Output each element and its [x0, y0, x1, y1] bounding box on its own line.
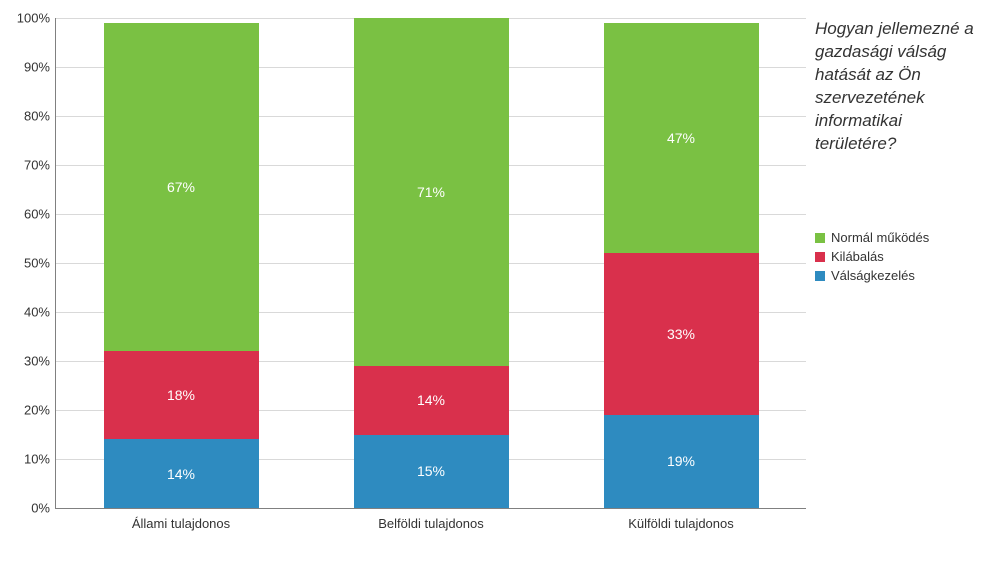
y-tick-label: 100%	[17, 11, 50, 26]
legend-swatch	[815, 233, 825, 243]
bar-data-label: 14%	[417, 392, 445, 408]
bar-segment-valsagkezeles: 19%	[604, 415, 759, 508]
bar-segment-kilabalas: 18%	[104, 351, 259, 439]
x-tick-label: Belföldi tulajdonos	[378, 516, 484, 531]
y-tick-label: 40%	[24, 305, 50, 320]
legend-item: Kilábalás	[815, 249, 929, 264]
bar-segment-normal_mukodes: 67%	[104, 23, 259, 351]
bar-data-label: 67%	[167, 179, 195, 195]
legend-item: Normál működés	[815, 230, 929, 245]
legend-label: Kilábalás	[831, 249, 884, 264]
legend-swatch	[815, 271, 825, 281]
bar-group: 15% 14% 71%	[354, 18, 509, 508]
y-tick-label: 10%	[24, 452, 50, 467]
legend-label: Normál működés	[831, 230, 929, 245]
y-tick-label: 90%	[24, 60, 50, 75]
bar-segment-normal_mukodes: 47%	[604, 23, 759, 253]
legend-item: Válságkezelés	[815, 268, 929, 283]
x-tick-label: Állami tulajdonos	[132, 516, 230, 531]
y-tick-label: 70%	[24, 158, 50, 173]
chart-legend: Normál működés Kilábalás Válságkezelés	[815, 230, 929, 287]
y-tick-label: 20%	[24, 403, 50, 418]
bar-data-label: 71%	[417, 184, 445, 200]
bar-segment-valsagkezeles: 15%	[354, 435, 509, 509]
bar-segment-normal_mukodes: 71%	[354, 18, 509, 366]
legend-swatch	[815, 252, 825, 262]
bar-segment-valsagkezeles: 14%	[104, 439, 259, 508]
bar-group: 14% 18% 67%	[104, 18, 259, 508]
bar-data-label: 15%	[417, 463, 445, 479]
bar-data-label: 33%	[667, 326, 695, 342]
y-tick-label: 80%	[24, 109, 50, 124]
bar-segment-kilabalas: 33%	[604, 253, 759, 415]
legend-label: Válságkezelés	[831, 268, 915, 283]
y-tick-label: 0%	[31, 501, 50, 516]
bar-data-label: 18%	[167, 387, 195, 403]
bar-segment-kilabalas: 14%	[354, 366, 509, 435]
chart-question: Hogyan jellemezné a gazdasági válság hat…	[815, 18, 980, 156]
y-tick-label: 50%	[24, 256, 50, 271]
y-tick-label: 30%	[24, 354, 50, 369]
stacked-bar-chart: 0% 10% 20% 30% 40% 50% 60% 70% 80% 90% 100% 14% 18% 6…	[0, 0, 991, 566]
x-tick-label: Külföldi tulajdonos	[628, 516, 734, 531]
bar-data-label: 14%	[167, 466, 195, 482]
bar-group: 19% 33% 47%	[604, 18, 759, 508]
y-tick-label: 60%	[24, 207, 50, 222]
plot-area: 0%10%20%30%40%50%60%70%80%90%100%14%18%6…	[55, 18, 806, 509]
bar-data-label: 19%	[667, 453, 695, 469]
bar-data-label: 47%	[667, 130, 695, 146]
